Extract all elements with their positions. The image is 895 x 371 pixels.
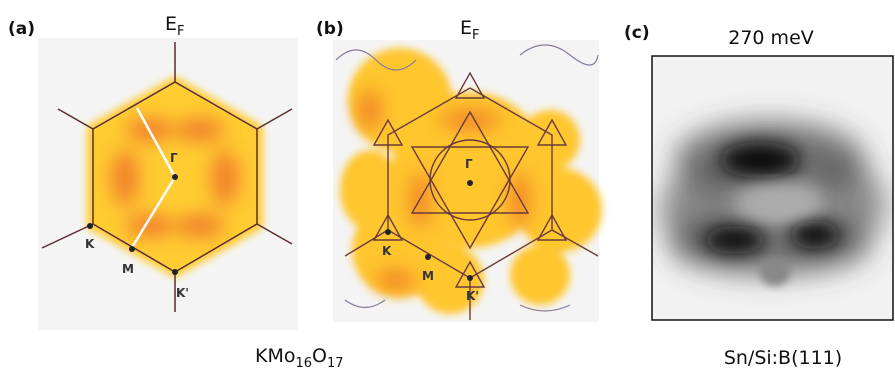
panel-title: 270 meV (728, 27, 814, 49)
caption: KMo16O17 (255, 345, 344, 371)
title-main: E (460, 17, 472, 39)
bands (335, 44, 599, 312)
caption-part: O (312, 345, 327, 367)
panel-label: (b) (316, 19, 344, 39)
title-sub: F (472, 28, 479, 43)
panel-label: (a) (8, 19, 35, 39)
panel-title: EF (460, 17, 480, 43)
title-main: E (165, 13, 177, 35)
title-sub: F (177, 24, 184, 39)
stm-image (660, 122, 885, 286)
caption-part: 16 (295, 356, 312, 371)
point-label: K (382, 244, 392, 258)
point-label: M (422, 269, 434, 283)
caption: Sn/Si:B(111) (724, 347, 842, 369)
point-label: Γ (170, 151, 178, 165)
point-label: Γ (465, 157, 473, 171)
caption-part: KMo (255, 345, 295, 367)
point-label: K (85, 237, 95, 251)
caption-part: 17 (327, 356, 344, 371)
panel-b: Γ K M K' (b) EF (316, 17, 602, 322)
panel-title: EF (165, 13, 185, 39)
point-label: K' (466, 289, 479, 303)
intensity (111, 118, 239, 238)
point-label: M (122, 262, 134, 276)
fermi-surface (340, 48, 602, 314)
point-label: K' (176, 286, 189, 300)
panel-label: (c) (624, 23, 650, 43)
panel-a: Γ K M K' (a) EF (8, 13, 298, 330)
panel-c: (c) 270 meV (624, 23, 894, 321)
